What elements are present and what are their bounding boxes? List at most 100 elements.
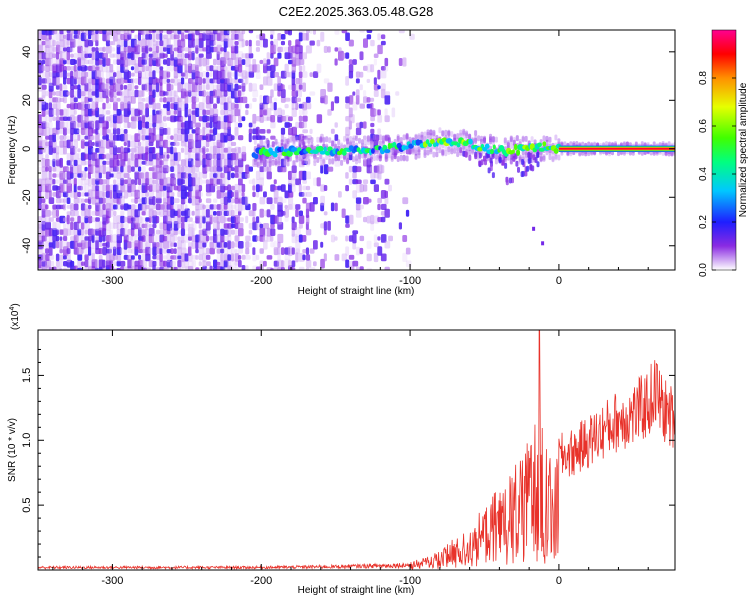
noise-cell [323, 164, 329, 175]
halo-cell [429, 133, 433, 139]
noise-cell [302, 185, 307, 191]
noise-cell [184, 165, 188, 173]
noise-cell [273, 247, 279, 256]
noise-cell [202, 215, 206, 224]
noise-cell [152, 122, 157, 128]
spectrogram-y-label: Frequency (Hz) [7, 116, 18, 185]
noise-cell [66, 128, 72, 134]
halo-cell [399, 137, 403, 143]
noise-cell [259, 170, 265, 180]
noise-cell [88, 146, 94, 155]
noise-cell [238, 189, 243, 200]
noise-cell [91, 141, 95, 146]
noise-cell [273, 179, 277, 185]
noise-cell [123, 173, 130, 178]
noise-cell [145, 65, 150, 71]
noise-cell [130, 228, 135, 237]
halo-cell [518, 138, 522, 145]
snr-y-ticks: 0.51.01.5 [21, 348, 675, 558]
noise-cell [184, 158, 188, 168]
noise-cell [263, 191, 267, 198]
spread-cell [468, 154, 472, 161]
halo-cell [262, 156, 266, 163]
noise-cell [152, 184, 157, 192]
noise-cell [305, 32, 310, 41]
halo-cell [405, 133, 409, 140]
noise-cell [205, 76, 210, 86]
noise-cell [98, 197, 104, 204]
noise-cell [259, 139, 264, 149]
noise-cell [388, 184, 392, 192]
halo-cell [331, 140, 335, 147]
halo-cell [253, 138, 257, 145]
noise-cell [138, 259, 144, 268]
noise-cell [198, 102, 204, 110]
noise-cell [148, 82, 153, 92]
noise-cell [177, 236, 181, 241]
noise-cell [45, 135, 50, 140]
noise-cell [380, 210, 386, 216]
noise-cell [205, 267, 210, 270]
noise-cell [220, 172, 225, 179]
halo-cell [456, 133, 460, 139]
noise-cell [380, 66, 386, 71]
noise-cell [198, 64, 203, 72]
noise-cell [241, 116, 246, 122]
noise-cell [277, 76, 281, 86]
noise-cell [123, 179, 129, 184]
noise-cell [220, 266, 226, 270]
noise-cell [270, 235, 274, 242]
noise-cell [159, 134, 164, 142]
noise-cell [91, 65, 96, 72]
noise-cell [195, 184, 199, 192]
noise-cell [77, 191, 81, 198]
noise-cell [127, 122, 131, 129]
noise-cell [73, 164, 79, 174]
noise-cell [120, 210, 125, 217]
halo-cell [355, 154, 358, 160]
noise-cell [259, 184, 263, 192]
noise-cell [88, 53, 92, 58]
noise-cell [159, 59, 163, 65]
noise-cell [188, 72, 193, 77]
halo-cell [310, 142, 314, 149]
noise-cell [63, 240, 68, 250]
noise-cell [213, 211, 217, 216]
noise-cell [130, 241, 135, 248]
noise-cell [170, 192, 175, 197]
noise-cell [116, 190, 123, 199]
ridge-cell [537, 142, 542, 148]
noise-cell [152, 109, 156, 116]
noise-cell [305, 191, 312, 197]
noise-cell [123, 89, 130, 98]
noise-cell [366, 30, 373, 33]
noise-cell [59, 30, 64, 35]
noise-cell [77, 148, 81, 153]
noise-cell [188, 173, 192, 178]
noise-cell [205, 254, 211, 260]
x-tick-label: -100 [399, 275, 421, 287]
noise-cell [241, 196, 248, 205]
noise-cell [116, 253, 122, 262]
noise-cell [55, 179, 59, 184]
noise-cell [263, 141, 267, 147]
noise-cell [273, 72, 279, 78]
noise-cell [180, 216, 186, 223]
noise-cell [230, 172, 235, 179]
noise-cell [202, 146, 206, 155]
noise-cell [120, 195, 125, 206]
noise-cell [159, 45, 164, 54]
noise-cell [88, 115, 92, 123]
noise-cell [234, 152, 239, 161]
noise-cell [266, 107, 272, 117]
noise-cell [334, 58, 338, 66]
noise-cell [238, 202, 243, 212]
noise-cell [41, 190, 45, 198]
halo-cell [396, 156, 400, 162]
noise-cell [95, 189, 100, 200]
noise-cell [127, 58, 131, 66]
halo-cell [277, 158, 281, 165]
noise-cell [84, 183, 89, 193]
noise-cell [263, 158, 267, 167]
noise-cell [266, 139, 270, 148]
